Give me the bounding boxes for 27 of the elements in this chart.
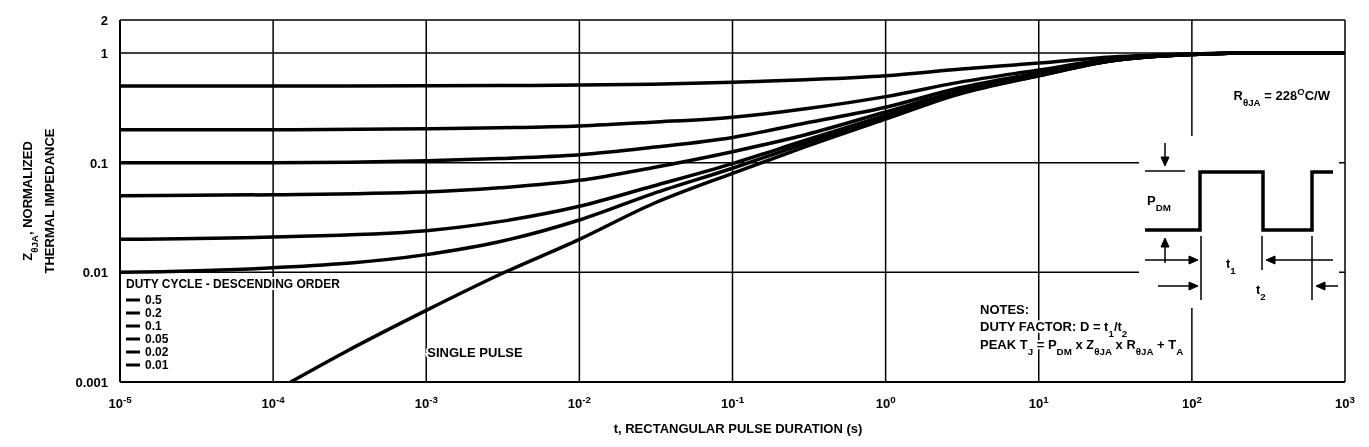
legend-label: 0.05 — [145, 332, 169, 346]
x-tick-label: 10$^{1}$ — [1028, 393, 1050, 411]
y-tick-label: 1 — [100, 46, 108, 62]
x-tick-label: 10$^{-4}$ — [261, 393, 286, 411]
x-tick-label: 10$^{-1}$ — [720, 393, 745, 411]
annotation: SINGLE PULSE — [427, 345, 523, 360]
x-tick-label: 10$^{-3}$ — [414, 393, 439, 411]
legend-label: 0.01 — [145, 358, 169, 372]
x-axis-title: t, RECTANGULAR PULSE DURATION (s) — [613, 421, 863, 436]
x-tick-label: 10$^{3}$ — [1335, 393, 1356, 411]
x-tick-label: 10$^{0}$ — [875, 393, 897, 411]
y-tick-label: 0.01 — [82, 265, 108, 281]
x-tick-label: 10$^{-5}$ — [108, 393, 133, 411]
annotation: P$_{DM}$ — [1147, 193, 1171, 213]
legend-label: 0.5 — [145, 293, 163, 307]
annotation: R$_{θJA}$ = 228$^{O}$C/W — [1233, 85, 1331, 108]
x-tick-label: 10$^{-2}$ — [567, 393, 592, 411]
y-tick-label: 2 — [100, 13, 108, 28]
x-tick-label: 10$^{2}$ — [1181, 393, 1203, 411]
y-tick-label: 0.1 — [89, 155, 108, 171]
legend-label: 0.2 — [145, 306, 163, 320]
annotation: t$_{2}$ — [1256, 282, 1267, 302]
annotation: NOTES: — [980, 302, 1030, 317]
legend-label: 0.02 — [145, 345, 169, 359]
annotation: t$_{1}$ — [1226, 256, 1237, 276]
legend-label: 0.1 — [145, 319, 163, 333]
y-tick-label: 0.001 — [75, 375, 108, 390]
